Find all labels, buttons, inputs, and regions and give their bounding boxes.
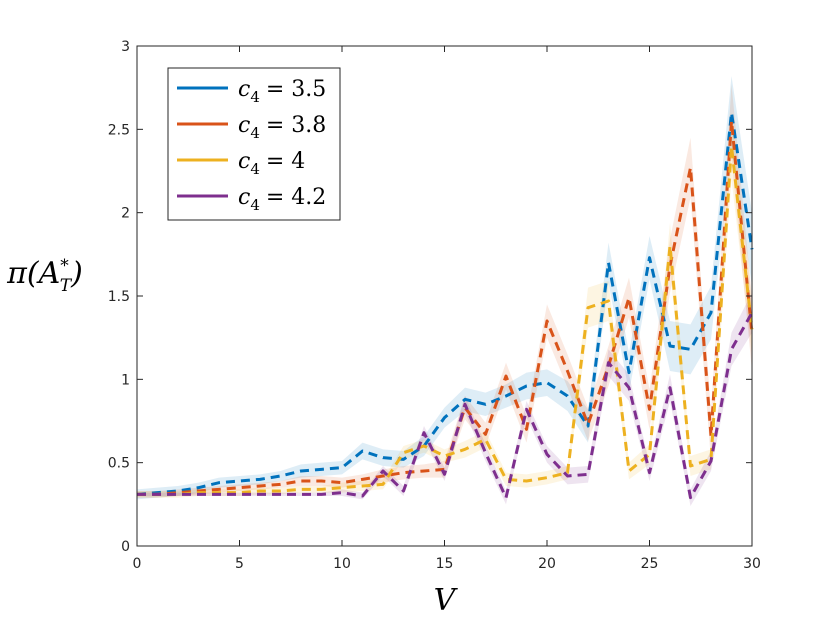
y-axis-label-close: ) xyxy=(70,256,83,291)
confidence-band-series-3 xyxy=(137,112,752,498)
legend-label-4: c4 = 4.2 xyxy=(238,185,326,214)
confidence-bands xyxy=(137,76,752,506)
confidence-band-series-1 xyxy=(137,76,752,500)
y-tick-label: 1.5 xyxy=(108,289,130,305)
x-tick-label: 30 xyxy=(743,556,761,572)
x-tick-label: 10 xyxy=(333,556,351,572)
x-tick-label: 25 xyxy=(641,556,659,572)
legend-label-2: c4 = 3.8 xyxy=(238,113,326,142)
y-tick-label: 3 xyxy=(121,39,130,55)
legend-label-3: c4 = 4 xyxy=(238,149,305,178)
series-lines xyxy=(136,111,754,500)
x-axis-label: V xyxy=(434,583,459,618)
x-tick-label: 20 xyxy=(538,556,556,572)
y-tick-label: 2.5 xyxy=(108,122,130,138)
x-tick-label: 0 xyxy=(133,556,142,572)
y-tick-label: 0.5 xyxy=(108,456,130,472)
y-axis-label: π(A* T) xyxy=(6,256,83,296)
series-line-1 xyxy=(136,111,754,496)
y-tick-label: 0 xyxy=(121,539,130,555)
y-axis-label-main: π(A xyxy=(6,256,60,291)
y-axis-label-subscript: T xyxy=(60,276,73,296)
legend: c4 = 3.5 c4 = 3.8 c4 = 4 c4 = 4.2 xyxy=(167,67,341,221)
legend-label-1: c4 = 3.5 xyxy=(238,77,326,106)
series-line-4 xyxy=(137,311,754,500)
confidence-band-series-2 xyxy=(137,84,752,498)
y-axis-label-superscript: * xyxy=(60,256,69,276)
confidence-band-series-4 xyxy=(137,292,752,506)
y-tick-label: 1 xyxy=(121,372,130,388)
series-line-2 xyxy=(137,119,754,496)
x-tick-label: 5 xyxy=(235,556,244,572)
axis-ticks: 0 5 10 15 20 25 30 0 0.5 1 1.5 2 2.5 3 xyxy=(108,39,761,572)
y-tick-label: 2 xyxy=(121,206,130,222)
x-tick-label: 15 xyxy=(436,556,454,572)
